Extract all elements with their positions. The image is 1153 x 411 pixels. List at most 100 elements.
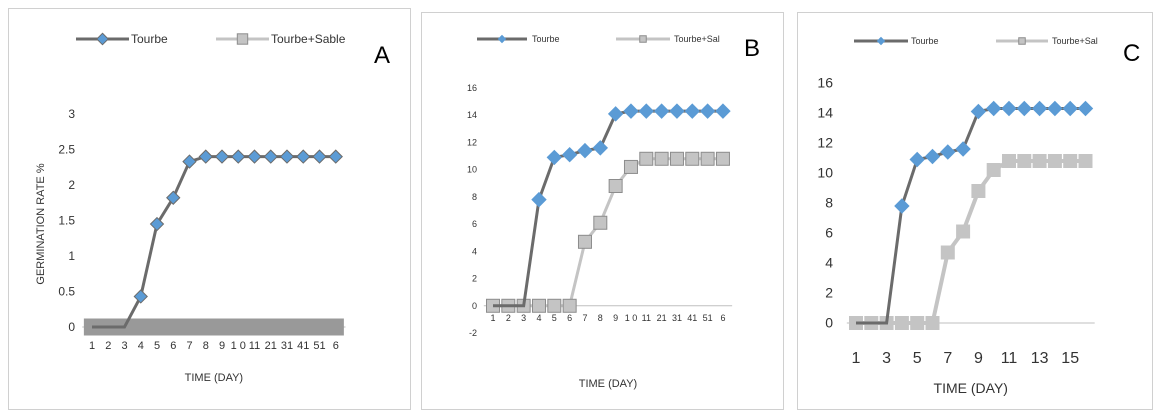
y-tick-label: 0 (472, 301, 477, 311)
x-tick-label: 11 (249, 340, 260, 352)
series2-point (986, 163, 1001, 177)
x-tick-label: 3 (882, 350, 891, 367)
series1-point (1077, 100, 1094, 117)
series1-point (1016, 100, 1033, 117)
y-tick-label: 12 (817, 135, 833, 151)
series1-point (231, 149, 246, 164)
y-tick-label: 6 (825, 225, 833, 241)
series2-point (1047, 154, 1062, 168)
x-tick-label: 5 (154, 340, 160, 352)
series1-point (149, 216, 165, 232)
x-axis-title: TIME (DAY) (185, 372, 243, 384)
legend-marker-series2 (639, 35, 647, 43)
series1-point (1031, 100, 1048, 117)
x-tick-label: 9 (219, 340, 225, 352)
legend-marker-series1 (497, 34, 507, 44)
x-tick-label: 1 0 (231, 340, 246, 352)
chart-panel-b: Tourbe Tourbe+Sal -2 0 2 4 6 8 10 12 14 16 1 2 3 4 5 6 7 8 9… (421, 12, 784, 410)
y-tick-label: 8 (825, 195, 833, 211)
panel-letter-b: B (744, 35, 761, 62)
series1-point (924, 148, 941, 165)
y-tick-label: 14 (817, 105, 833, 121)
x-tick-label: 4 (138, 340, 144, 352)
series1-point (133, 289, 148, 304)
series2-point (715, 151, 730, 166)
legend-label-series1: Tourbe (532, 34, 560, 44)
series2-point (1002, 154, 1016, 168)
y-axis-title: GERMINATION RATE % (35, 163, 47, 284)
series1-point (198, 149, 213, 164)
series1-point (607, 106, 624, 122)
x-tick-label: 15 (1061, 350, 1079, 367)
chart-panel-a: Tourbe Tourbe+Sable 0 0.5 1 1.5 2 2.5 3 1 2 3 4 5 6 7 8 9… (8, 8, 411, 410)
series2-line (856, 159, 1086, 325)
series2-point (1063, 154, 1078, 168)
legend-marker-series1 (876, 36, 886, 46)
y-tick-label: 16 (817, 75, 833, 91)
x-tick-label: 11 (1001, 350, 1018, 367)
y-tick-label: 12 (467, 137, 477, 147)
series1-point (985, 100, 1002, 117)
series1-point (247, 149, 262, 164)
series2-point (608, 179, 623, 193)
series1-point (296, 149, 311, 164)
y-tick-label: 2 (68, 178, 75, 192)
y-tick-label: 3 (68, 107, 75, 121)
x-tick-label: 41 (687, 313, 697, 323)
y-tick-label: 0 (825, 315, 833, 331)
x-axis-title: TIME (DAY) (579, 378, 637, 390)
series1-point (1047, 100, 1063, 117)
x-tick-label: 9 (974, 350, 983, 367)
y-tick-label: -2 (469, 328, 477, 338)
series1-point (312, 149, 327, 164)
y-tick-label: 10 (817, 165, 833, 181)
series1-point (577, 142, 593, 159)
x-tick-label: 7 (943, 350, 952, 367)
chart-panel-c: Tourbe Tourbe+Sal 0 2 4 6 8 10 12 14 16 1 3 5 7 9 11 13 15… (797, 12, 1153, 410)
legend-label-series1: Tourbe (911, 36, 939, 46)
x-tick-label: 41 (297, 340, 309, 352)
series1-point (561, 146, 578, 163)
series2-point (669, 151, 684, 166)
y-tick-label: 4 (825, 255, 833, 271)
x-tick-label: 51 (313, 340, 325, 352)
y-tick-label: 16 (467, 83, 477, 93)
series1-point (715, 103, 731, 119)
series2-point (925, 316, 940, 330)
x-tick-label: 1 (490, 313, 495, 323)
x-tick-label: 7 (582, 313, 587, 323)
legend-marker-series1 (96, 32, 109, 46)
series2-point (700, 151, 715, 166)
series1-point (182, 154, 197, 169)
series1-point (638, 103, 655, 119)
panel-letter-c: C (1123, 40, 1141, 67)
series2-point (577, 234, 592, 249)
series1-point (684, 103, 700, 119)
y-tick-label: 1.5 (58, 214, 75, 228)
series1-line (92, 155, 336, 329)
x-tick-label: 31 (281, 340, 293, 352)
x-tick-label: 8 (598, 313, 603, 323)
y-tick-label: 14 (467, 110, 477, 120)
y-tick-label: 2 (825, 285, 833, 301)
series2-point (1017, 154, 1032, 168)
series1-point (669, 103, 685, 119)
x-tick-label: 1 0 (625, 313, 638, 323)
x-tick-label: 51 (703, 313, 713, 323)
y-tick-label: 8 (472, 192, 477, 202)
series1-point (592, 140, 609, 156)
series2-point (956, 224, 971, 239)
y-tick-label: 2.5 (58, 143, 75, 157)
y-tick-label: 4 (472, 246, 477, 256)
series2-point (654, 151, 669, 166)
series1-line (493, 109, 723, 308)
x-tick-label: 1 (89, 340, 95, 352)
x-axis-title: TIME (DAY) (934, 380, 1008, 396)
x-tick-label: 4 (536, 313, 541, 323)
series2-point (623, 159, 638, 174)
x-tick-label: 21 (265, 340, 277, 352)
legend-marker-series2 (1018, 37, 1026, 45)
x-tick-label: 7 (186, 340, 192, 352)
